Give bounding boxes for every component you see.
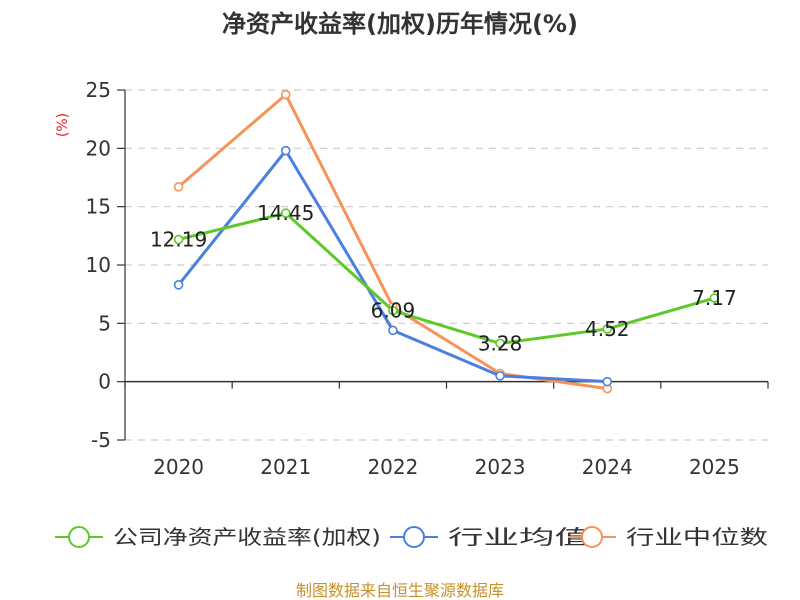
data-point — [173, 234, 184, 245]
data-point — [709, 293, 720, 303]
data-point — [173, 280, 184, 290]
y-tick-label: -5 — [91, 428, 111, 452]
chart-title: 净资产收益率(加权)历年情况(%) — [222, 10, 578, 38]
legend-label: 公司净资产收益率(加权) — [113, 525, 381, 549]
data-point — [173, 182, 184, 192]
data-point — [602, 376, 613, 387]
legend-swatch-marker — [68, 526, 90, 548]
series-line — [177, 93, 608, 391]
y-tick-label: 25 — [86, 78, 111, 102]
data-point — [388, 325, 398, 336]
series-line — [178, 211, 715, 345]
data-point — [495, 338, 505, 349]
x-tick-label: 2025 — [689, 455, 740, 479]
x-tick-label: 2021 — [260, 455, 311, 479]
data-label: 4.52 — [585, 317, 630, 341]
x-tick-label: 2023 — [475, 455, 526, 479]
y-tick-label: 5 — [98, 311, 111, 335]
data-point — [495, 371, 505, 381]
data-label: 12.19 — [150, 227, 207, 251]
y-axis-unit: (%) — [55, 113, 71, 137]
series — [173, 89, 720, 394]
legend-label: 行业中位数 — [626, 525, 768, 549]
legend: 公司净资产收益率(加权) 行业均值 行业中位数 — [55, 525, 768, 549]
y-tick-label: 20 — [86, 136, 111, 160]
series-line — [177, 149, 608, 384]
y-tick-label: 10 — [86, 253, 111, 277]
data-label: 6.09 — [371, 299, 416, 323]
y-tick-label: 15 — [86, 195, 111, 219]
data-label: 14.45 — [257, 201, 314, 225]
x-tick-label: 2020 — [153, 455, 204, 479]
axes: 25 20 15 10 5 0 -5 2020 2021 2022 2023 2024 2025 — [86, 78, 769, 479]
x-tick-label: 2022 — [367, 455, 418, 479]
data-label: 3.28 — [478, 331, 523, 355]
data-point — [280, 208, 291, 218]
x-tick-label: 2024 — [582, 455, 633, 479]
data-point — [280, 89, 291, 100]
data-label: 7.17 — [692, 286, 737, 310]
data-point — [602, 324, 613, 334]
legend-swatch-marker — [403, 526, 425, 548]
legend-swatch-marker — [581, 526, 603, 548]
data-labels: 12.19 14.45 6.09 3.28 4.52 7.17 — [150, 201, 737, 355]
y-tick-label: 0 — [98, 370, 111, 394]
data-point — [388, 305, 398, 316]
legend-label: 行业均值 — [448, 525, 590, 549]
data-point — [280, 145, 291, 156]
source-note: 制图数据来自恒生聚源数据库 — [296, 581, 504, 600]
gridlines — [125, 89, 768, 441]
